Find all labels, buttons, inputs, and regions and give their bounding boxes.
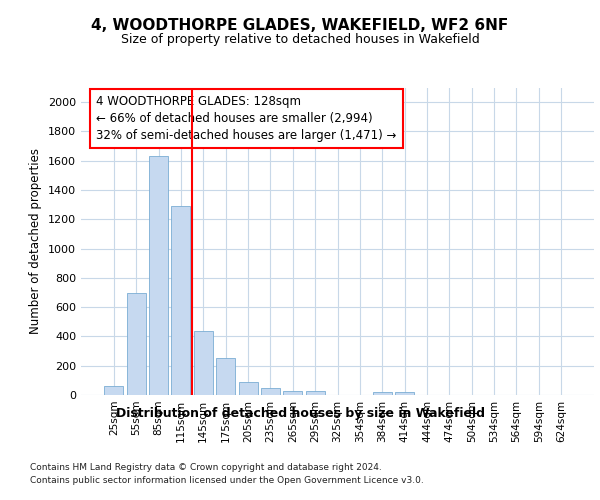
Bar [149, 156, 168, 395]
Bar [194, 330, 213, 395]
Bar [104, 386, 124, 395]
Bar [373, 392, 392, 395]
Bar [172, 206, 190, 395]
Bar [261, 388, 280, 395]
Text: 4 WOODTHORPE GLADES: 128sqm
← 66% of detached houses are smaller (2,994)
32% of : 4 WOODTHORPE GLADES: 128sqm ← 66% of det… [97, 95, 397, 142]
Bar [283, 392, 302, 395]
Text: Size of property relative to detached houses in Wakefield: Size of property relative to detached ho… [121, 32, 479, 46]
Bar [239, 382, 257, 395]
Text: 4, WOODTHORPE GLADES, WAKEFIELD, WF2 6NF: 4, WOODTHORPE GLADES, WAKEFIELD, WF2 6NF [91, 18, 509, 32]
Text: Contains public sector information licensed under the Open Government Licence v3: Contains public sector information licen… [30, 476, 424, 485]
Bar [395, 392, 414, 395]
Bar [305, 392, 325, 395]
Text: Distribution of detached houses by size in Wakefield: Distribution of detached houses by size … [115, 408, 485, 420]
Y-axis label: Number of detached properties: Number of detached properties [29, 148, 43, 334]
Bar [216, 358, 235, 395]
Bar [127, 292, 146, 395]
Text: Contains HM Land Registry data © Crown copyright and database right 2024.: Contains HM Land Registry data © Crown c… [30, 462, 382, 471]
